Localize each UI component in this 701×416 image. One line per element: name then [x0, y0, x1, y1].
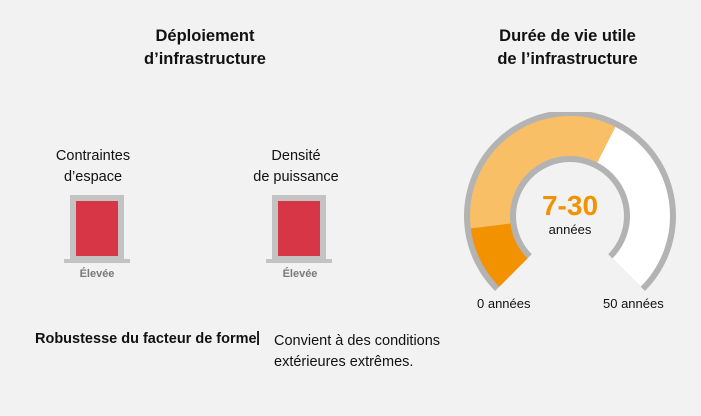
robustness-value-line-2: extérieures extrêmes. — [274, 354, 414, 370]
gauge-min-label: 0 années — [477, 296, 531, 311]
lifespan-gauge — [464, 112, 676, 291]
space-constraints-label-line-1: Contraintes — [55, 148, 131, 164]
deployment-title-line-2: d’infrastructure — [144, 50, 266, 68]
gauge-unit: années — [548, 222, 592, 237]
deployment-title: Déploiement d’infrastructure — [90, 25, 320, 71]
gauge-range-segment — [470, 116, 616, 229]
power-density-label-line-1: Densité — [271, 148, 321, 164]
lifespan-title: Durée de vie utile de l’infrastructure — [455, 25, 680, 71]
deployment-title-line-1: Déploiement — [155, 27, 255, 45]
power-density-label-line-2: de puissance — [253, 169, 339, 185]
level-icon-base — [64, 259, 130, 263]
space-constraints-label-line-2: d’espace — [63, 169, 123, 185]
robustness-label: Robustesse du facteur de forme — [35, 331, 257, 347]
robustness-separator: | — [256, 330, 261, 346]
level-icon-fill — [76, 201, 118, 256]
robustness-value: Convient à des conditions extérieures ex… — [274, 331, 474, 373]
power-density-level-icon — [266, 195, 332, 263]
space-constraints-level-icon — [64, 195, 130, 263]
robustness-value-line-1: Convient à des conditions — [274, 333, 441, 349]
lifespan-title-line-1: Durée de vie utile — [499, 27, 636, 45]
space-constraints-level: Élevée — [79, 268, 115, 280]
level-icon-fill — [278, 201, 320, 256]
gauge-max-label: 50 années — [603, 296, 664, 311]
power-density-label: Densité de puissance — [226, 146, 366, 188]
power-density-level: Élevée — [282, 268, 318, 280]
lifespan-title-line-2: de l’infrastructure — [497, 50, 638, 68]
gauge-minimum-segment — [470, 222, 529, 287]
level-icon-base — [266, 259, 332, 263]
gauge-value: 7-30 — [541, 190, 599, 221]
gauge-remaining-segment — [596, 126, 670, 287]
space-constraints-label: Contraintes d’espace — [23, 146, 163, 188]
